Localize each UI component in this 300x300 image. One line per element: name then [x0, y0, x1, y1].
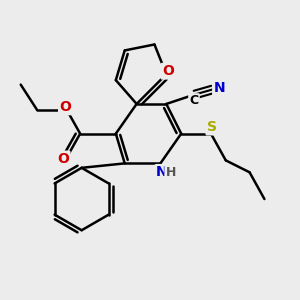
- Text: C: C: [189, 94, 199, 107]
- Text: O: O: [59, 100, 71, 114]
- Text: N: N: [213, 82, 225, 95]
- Text: S: S: [207, 120, 217, 134]
- Text: O: O: [162, 64, 174, 78]
- Text: O: O: [57, 152, 69, 166]
- Text: H: H: [166, 166, 176, 179]
- Text: N: N: [156, 165, 168, 179]
